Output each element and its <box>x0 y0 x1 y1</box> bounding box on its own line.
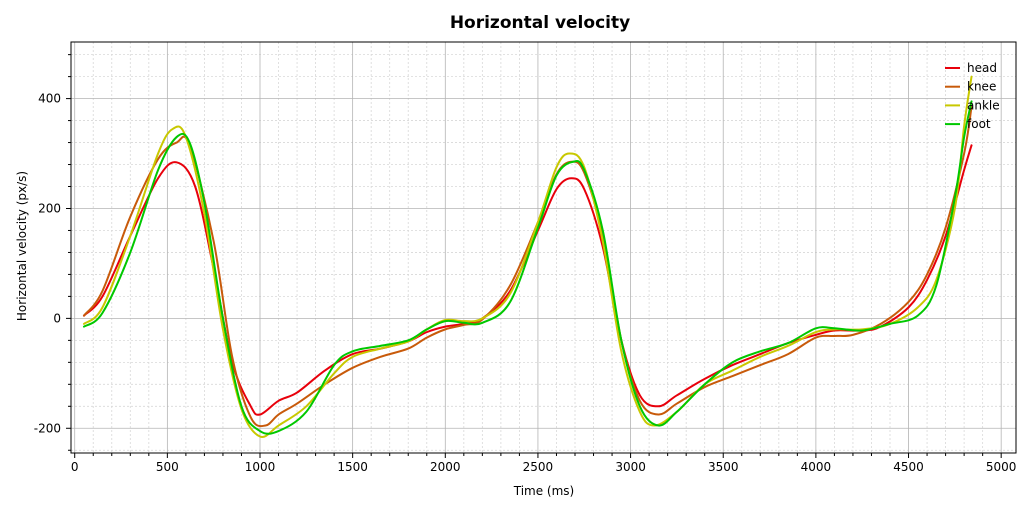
chart-title: Horizontal velocity <box>450 13 630 33</box>
x-tick-label: 1500 <box>337 460 368 474</box>
y-axis-label: Horizontal velocity (px/s) <box>15 171 29 321</box>
series-line-foot <box>82 100 973 435</box>
legend: head knee ankle foot <box>945 61 1000 131</box>
x-tick-label: 4000 <box>801 460 832 474</box>
series-line-knee <box>82 105 973 428</box>
x-tick-label: 0 <box>71 460 79 474</box>
series-line-ankle <box>82 75 973 439</box>
x-tick-label: 5000 <box>986 460 1017 474</box>
x-tick-label: 500 <box>156 460 179 474</box>
x-tick-label: 3500 <box>708 460 739 474</box>
y-tick-label: 400 <box>38 92 61 106</box>
plot-area-frame <box>70 41 1017 454</box>
x-tick-label: 1000 <box>245 460 276 474</box>
axis-ticks <box>66 54 1002 458</box>
x-tick-label: 2000 <box>430 460 461 474</box>
legend-label-ankle: ankle <box>967 98 1000 112</box>
legend-label-knee: knee <box>967 80 996 94</box>
x-tick-label: 3000 <box>615 460 646 474</box>
legend-label-foot: foot <box>967 117 991 131</box>
x-tick-label: 2500 <box>523 460 554 474</box>
y-axis-tick-labels: -200 0 200 400 <box>34 92 61 436</box>
y-tick-label: -200 <box>34 421 61 435</box>
x-tick-label: 4500 <box>893 460 924 474</box>
legend-label-head: head <box>967 61 997 75</box>
minor-gridlines <box>71 42 1016 453</box>
x-axis-tick-labels: 0 500 1000 1500 2000 2500 3000 3500 4000 4500 5000 <box>71 460 1017 474</box>
major-gridlines <box>71 42 1016 453</box>
y-tick-label: 0 <box>53 311 61 325</box>
x-axis-label: Time (ms) <box>513 484 575 498</box>
series-lines <box>82 75 973 439</box>
y-tick-label: 200 <box>38 201 61 215</box>
